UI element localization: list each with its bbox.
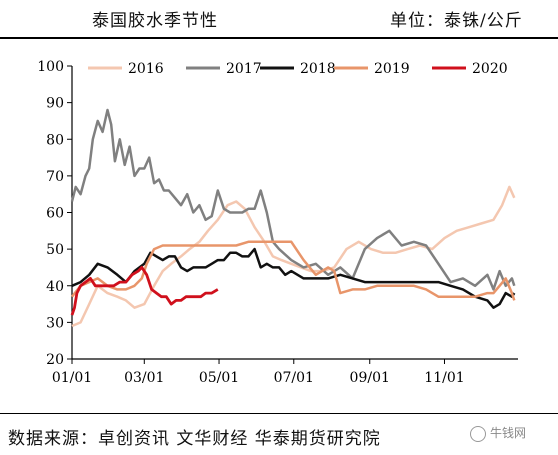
legend-label-2019: 2019 [374, 61, 410, 77]
legend-label-2020: 2020 [472, 61, 508, 77]
y-tick-label: 60 [46, 206, 64, 222]
x-tick-label: 09/01 [350, 370, 390, 386]
watermark-icon [470, 425, 486, 442]
y-tick-label: 50 [46, 242, 64, 258]
chart-title: 泰国胶水季节性 [92, 11, 218, 31]
x-tick-label: 03/01 [124, 370, 164, 386]
top-rule [0, 37, 558, 39]
x-tick-label: 07/01 [274, 370, 314, 386]
legend: 2016 2017 2018 2019 2020 [88, 61, 508, 77]
legend-label-2017: 2017 [226, 61, 262, 77]
series-line-2018 [71, 247, 516, 309]
seasonality-line-chart: 20 30 40 50 60 70 80 90 100 01/01 03/01 05/01 07/01 0… [37, 59, 518, 386]
series-line-2020 [70, 265, 219, 316]
series-line-2019 [71, 240, 516, 301]
x-tick-label: 05/01 [199, 370, 239, 386]
bottom-rule [0, 413, 558, 414]
x-tick-label: 11/01 [424, 370, 464, 386]
y-tick-label: 80 [46, 132, 64, 148]
chart-header: 泰国胶水季节性 单位：泰铢/公斤 [0, 0, 558, 36]
y-tick-label: 20 [46, 352, 64, 368]
series-line-2017 [70, 108, 516, 291]
data-source: 数据来源：卓创资讯 文华财经 华泰期货研究院 [8, 429, 381, 449]
axes: 20 30 40 50 60 70 80 90 100 01/01 03/01 05/01 07/01 0… [37, 59, 518, 386]
x-tick-label: 01/01 [52, 370, 92, 386]
legend-label-2016: 2016 [128, 61, 164, 77]
series-lines [70, 108, 516, 328]
chart-unit: 单位：泰铢/公斤 [390, 11, 523, 31]
y-tick-label: 70 [46, 169, 64, 185]
y-tick-label: 100 [37, 59, 64, 75]
watermark: 牛钱网 [470, 424, 526, 442]
watermark-text: 牛钱网 [490, 426, 527, 440]
y-tick-label: 30 [46, 315, 64, 331]
legend-label-2018: 2018 [300, 61, 336, 77]
series-line-2016 [71, 185, 516, 328]
y-tick-label: 90 [46, 96, 64, 112]
y-tick-label: 40 [46, 279, 64, 295]
